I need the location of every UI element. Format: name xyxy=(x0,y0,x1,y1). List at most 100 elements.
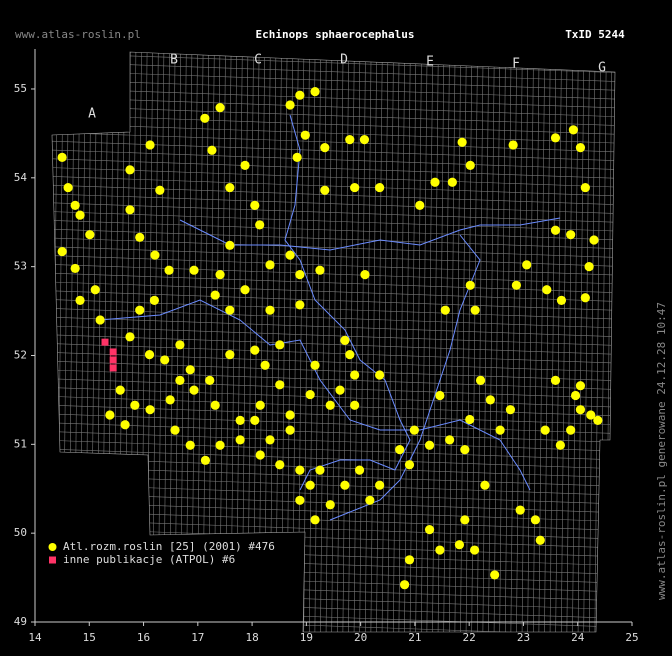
grid-letter: E xyxy=(426,55,434,70)
point xyxy=(160,355,170,365)
point xyxy=(150,250,160,260)
point xyxy=(155,185,165,195)
point xyxy=(409,425,419,435)
point xyxy=(404,460,415,470)
point xyxy=(460,515,470,525)
grid-line-v xyxy=(364,52,372,632)
point xyxy=(375,480,385,490)
point xyxy=(200,113,210,123)
grid-line-v xyxy=(325,52,333,632)
y-tick-label: 52 xyxy=(14,348,27,361)
point xyxy=(185,365,195,375)
point xyxy=(250,200,260,210)
grid-line-v xyxy=(583,52,590,632)
grid-line-h xyxy=(52,290,615,311)
point xyxy=(109,348,117,356)
point xyxy=(508,140,518,150)
point xyxy=(399,580,410,590)
point xyxy=(480,480,490,490)
point xyxy=(305,480,315,490)
grid-line-v xyxy=(359,52,366,632)
point xyxy=(570,390,581,401)
point xyxy=(580,182,590,193)
legend-label: Atl.rozm.roslin [25] (2001) #476 xyxy=(63,540,275,553)
point xyxy=(210,290,220,300)
point xyxy=(320,185,330,195)
grid-line-v xyxy=(510,52,518,632)
point xyxy=(305,389,315,400)
point xyxy=(135,232,145,242)
grid-line-h xyxy=(52,184,615,206)
grid-line-v xyxy=(320,52,327,632)
point xyxy=(164,265,174,275)
point xyxy=(205,375,215,385)
point xyxy=(120,420,130,430)
point xyxy=(275,380,285,390)
grid-line-v xyxy=(516,52,523,632)
point xyxy=(515,505,525,515)
point xyxy=(415,200,425,210)
grid-letter: D xyxy=(340,53,348,68)
grid-line-h xyxy=(52,70,615,91)
point xyxy=(175,340,185,350)
point xyxy=(440,305,450,315)
border xyxy=(329,234,481,521)
point xyxy=(345,350,355,360)
point xyxy=(310,515,320,525)
point xyxy=(130,400,140,410)
grid-line-h xyxy=(52,193,615,214)
point xyxy=(189,265,199,275)
point xyxy=(584,262,594,272)
grid-line-h xyxy=(52,52,615,74)
grid-line-v xyxy=(527,52,534,632)
grid-line-v xyxy=(443,52,450,632)
point xyxy=(566,425,576,435)
grid-line-v xyxy=(611,52,615,632)
point xyxy=(495,425,505,435)
point xyxy=(550,225,561,235)
point xyxy=(215,440,225,450)
grid-line-v xyxy=(331,52,338,632)
point xyxy=(586,410,596,420)
point xyxy=(447,177,457,187)
point xyxy=(295,495,305,505)
x-tick-label: 16 xyxy=(137,631,150,644)
point xyxy=(63,182,73,193)
grid-line-v xyxy=(549,52,557,632)
point xyxy=(522,260,532,270)
point xyxy=(315,465,325,475)
point xyxy=(135,305,145,315)
point xyxy=(57,152,67,162)
point xyxy=(375,182,385,193)
point xyxy=(310,360,320,370)
grid-line-h xyxy=(52,61,615,82)
point xyxy=(424,525,435,535)
point xyxy=(340,335,350,345)
grid-line-v xyxy=(471,52,478,632)
point xyxy=(240,285,250,295)
taxon-id: TxID 5244 xyxy=(565,28,625,41)
x-tick-label: 23 xyxy=(517,631,530,644)
point xyxy=(542,285,552,295)
grid-line-v xyxy=(504,52,512,632)
grid-line-v xyxy=(420,52,428,632)
grid-line-h xyxy=(52,457,615,478)
grid-line-h xyxy=(52,580,615,602)
grid-line-h xyxy=(52,430,615,452)
grid-line-v xyxy=(437,52,445,632)
site-label: www.atlas-roslin.pl xyxy=(15,28,141,41)
point xyxy=(109,364,117,372)
point xyxy=(275,460,285,470)
grid-line-v xyxy=(409,52,417,632)
grid-line-v xyxy=(432,52,439,632)
grid-line-h xyxy=(52,202,615,223)
grid-line-v xyxy=(404,52,411,632)
point xyxy=(350,182,360,193)
grid-line-h xyxy=(52,228,615,250)
grid-line-v xyxy=(560,52,568,632)
chart-title: Echinops sphaerocephalus xyxy=(256,28,415,41)
grid-line-h xyxy=(52,254,615,276)
grid-line-v xyxy=(544,52,551,632)
grid-line-v xyxy=(600,52,607,632)
point xyxy=(325,400,335,410)
